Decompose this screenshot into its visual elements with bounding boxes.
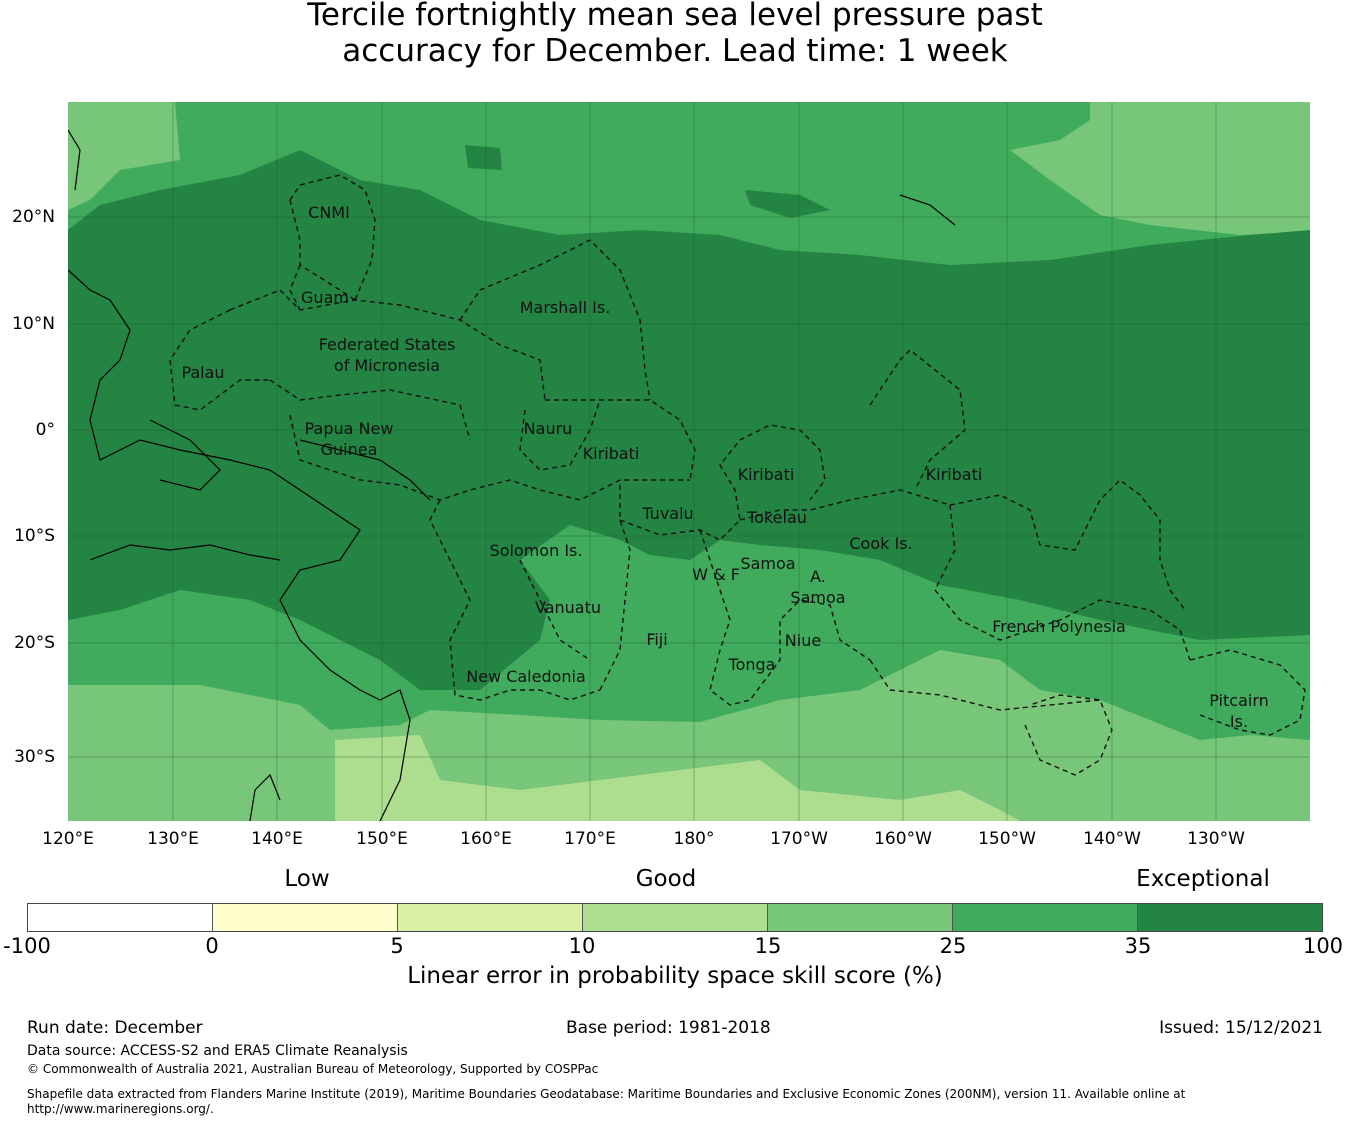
lon-tick-label: 160°W bbox=[874, 829, 932, 849]
lon-tick-label: 140°W bbox=[1083, 829, 1141, 849]
lat-tick-label: 10°S bbox=[14, 526, 55, 546]
colorbar-tick: 35 bbox=[1124, 934, 1152, 958]
lon-tick-label: 120°E bbox=[42, 829, 94, 849]
lat-tick-label: 0° bbox=[35, 420, 55, 440]
lon-tick-label: 130°W bbox=[1187, 829, 1245, 849]
zone-10-15-south bbox=[335, 735, 1020, 821]
colorbar-segment bbox=[213, 904, 398, 931]
region-label: Fiji bbox=[646, 630, 667, 649]
colorbar-tick: 100 bbox=[1302, 934, 1344, 958]
region-label: Kiribati bbox=[583, 444, 640, 463]
skill-score-map: CNMI Guam Marshall Is. Federated States … bbox=[68, 102, 1310, 821]
copyright: © Commonwealth of Australia 2021, Austra… bbox=[27, 1062, 599, 1076]
zone-35-100-patch bbox=[745, 190, 830, 218]
region-label: of Micronesia bbox=[334, 356, 440, 375]
shapefile-credit: Shapefile data extracted from Flanders M… bbox=[27, 1087, 1186, 1101]
colorbar bbox=[27, 903, 1323, 932]
lon-tick-label: 150°E bbox=[356, 829, 408, 849]
region-label: Guam bbox=[301, 288, 349, 307]
lon-tick-label: 140°E bbox=[251, 829, 303, 849]
lat-tick-label: 30°S bbox=[14, 747, 55, 767]
base-period: Base period: 1981-2018 bbox=[566, 1018, 771, 1038]
map-title-line2: accuracy for December. Lead time: 1 week bbox=[342, 33, 1008, 69]
lon-tick-label: 170°W bbox=[770, 829, 828, 849]
graticule bbox=[68, 102, 1310, 821]
issued-date: Issued: 15/12/2021 bbox=[1159, 1018, 1323, 1038]
region-labels: CNMI Guam Marshall Is. Federated States … bbox=[181, 203, 1268, 731]
zone-35-100-patch bbox=[465, 145, 502, 170]
legend-category-exceptional: Exceptional bbox=[1136, 866, 1270, 892]
region-label: Solomon Is. bbox=[490, 541, 583, 560]
region-label: CNMI bbox=[308, 203, 350, 222]
run-date: Run date: December bbox=[27, 1018, 203, 1038]
region-label: Tokelau bbox=[746, 508, 807, 527]
colorbar-segment bbox=[768, 904, 953, 931]
region-label: Vanuatu bbox=[535, 598, 601, 617]
colorbar-tick: 5 bbox=[390, 934, 404, 958]
lon-tick-label: 150°W bbox=[978, 829, 1036, 849]
colorbar-segment bbox=[28, 904, 213, 931]
region-label: Nauru bbox=[524, 419, 573, 438]
colorbar-tick: 10 bbox=[568, 934, 596, 958]
region-label: Cook Is. bbox=[849, 534, 912, 553]
colorbar-segment bbox=[953, 904, 1138, 931]
region-label: French Polynesia bbox=[992, 617, 1126, 636]
lon-tick-label: 130°E bbox=[147, 829, 199, 849]
region-label: Kiribati bbox=[926, 465, 983, 484]
data-source: Data source: ACCESS-S2 and ERA5 Climate … bbox=[27, 1043, 408, 1059]
region-label: W & F bbox=[692, 565, 740, 584]
region-label: A. bbox=[810, 567, 826, 586]
lat-tick-label: 10°N bbox=[12, 314, 55, 334]
region-label: Samoa bbox=[740, 554, 795, 573]
colorbar-tick: 15 bbox=[754, 934, 782, 958]
eez-boundaries bbox=[169, 174, 1306, 776]
colorbar-title: Linear error in probability space skill … bbox=[407, 963, 943, 989]
colorbar-tick: 0 bbox=[205, 934, 219, 958]
lon-tick-label: 160°E bbox=[460, 829, 512, 849]
region-label: Tuvalu bbox=[641, 504, 693, 523]
region-label: Kiribati bbox=[738, 465, 795, 484]
zone-15-25-northwest bbox=[68, 102, 180, 210]
lon-tick-label: 170°E bbox=[564, 829, 616, 849]
lat-tick-label: 20°S bbox=[14, 633, 55, 653]
region-label: Guinea bbox=[321, 440, 378, 459]
region-label: Tonga bbox=[728, 655, 776, 674]
region-label: Marshall Is. bbox=[520, 298, 611, 317]
colorbar-tick: 25 bbox=[939, 934, 967, 958]
zone-35-100-band bbox=[68, 150, 1310, 690]
shapefile-url: http://www.marineregions.org/. bbox=[27, 1102, 214, 1116]
zone-15-25-northeast bbox=[1010, 102, 1310, 235]
coastlines bbox=[68, 129, 956, 821]
region-label: Samoa bbox=[790, 588, 845, 607]
legend-category-low: Low bbox=[284, 866, 330, 892]
lon-tick-label: 180° bbox=[673, 829, 715, 849]
map-title-line1: Tercile fortnightly mean sea level press… bbox=[307, 0, 1043, 33]
legend-category-good: Good bbox=[635, 866, 697, 892]
colorbar-segment bbox=[1138, 904, 1322, 931]
region-label: Is. bbox=[1230, 712, 1248, 731]
region-label: Federated States bbox=[319, 335, 456, 354]
region-label: Pitcairn bbox=[1209, 691, 1269, 710]
colorbar-tick: -100 bbox=[3, 934, 51, 958]
region-label: Niue bbox=[785, 631, 821, 650]
region-label: Papua New bbox=[305, 419, 394, 438]
region-label: Palau bbox=[181, 363, 224, 382]
region-label: New Caledonia bbox=[466, 667, 586, 686]
lat-tick-label: 20°N bbox=[12, 207, 55, 227]
colorbar-segment bbox=[398, 904, 583, 931]
colorbar-segment bbox=[583, 904, 768, 931]
